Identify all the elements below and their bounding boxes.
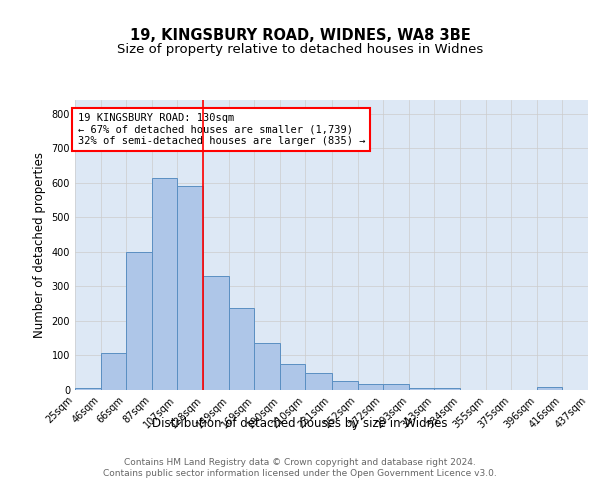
Bar <box>409 388 434 390</box>
Bar <box>75 388 101 390</box>
Bar <box>254 342 280 390</box>
Text: 19 KINGSBURY ROAD: 130sqm
← 67% of detached houses are smaller (1,739)
32% of se: 19 KINGSBURY ROAD: 130sqm ← 67% of detac… <box>77 113 365 146</box>
Bar <box>280 364 305 390</box>
Bar <box>305 372 331 390</box>
Bar <box>101 353 126 390</box>
Bar <box>152 178 177 390</box>
Bar <box>383 384 409 390</box>
Y-axis label: Number of detached properties: Number of detached properties <box>33 152 46 338</box>
Bar <box>331 382 358 390</box>
Text: Distribution of detached houses by size in Widnes: Distribution of detached houses by size … <box>152 418 448 430</box>
Bar <box>203 276 229 390</box>
Bar <box>358 384 383 390</box>
Bar <box>434 388 460 390</box>
Bar <box>126 252 152 390</box>
Bar <box>537 387 562 390</box>
Text: Contains HM Land Registry data © Crown copyright and database right 2024.
Contai: Contains HM Land Registry data © Crown c… <box>103 458 497 477</box>
Bar <box>229 308 254 390</box>
Text: 19, KINGSBURY ROAD, WIDNES, WA8 3BE: 19, KINGSBURY ROAD, WIDNES, WA8 3BE <box>130 28 470 42</box>
Bar <box>177 186 203 390</box>
Text: Size of property relative to detached houses in Widnes: Size of property relative to detached ho… <box>117 42 483 56</box>
